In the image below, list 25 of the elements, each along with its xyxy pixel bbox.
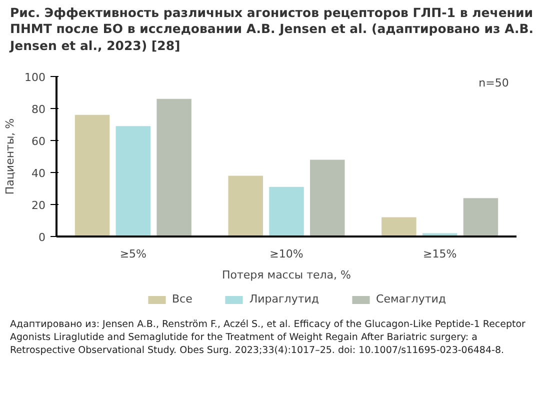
legend-label: Семаглутид <box>376 292 446 306</box>
y-tick-label: 60 <box>32 135 46 148</box>
y-tick-label: 100 <box>24 71 46 84</box>
y-tick-label: 80 <box>32 103 46 116</box>
bar <box>74 114 110 236</box>
x-tick-label: ≥15% <box>423 248 457 260</box>
legend-label: Лираглутид <box>249 292 320 306</box>
bar <box>269 186 304 236</box>
y-tick-label: 0 <box>38 231 46 244</box>
text: Адаптировано из: Jensen A.B., Renström F., Aczél S., et al. Efficacy of the Glucagon-Like Peptide-1 Receptor Agonists Liraglutide and Semaglutide for the Treatment of Weight Regain After Bariatric surgery: a Retrospective Observational Study. Obes Surg. 2023;33(4):1017–25. doi: 10.1007/s11695-023-06484-8. <box>10 319 526 358</box>
y-tick-label: 20 <box>32 199 46 212</box>
bar <box>156 98 192 236</box>
legend-label: Все <box>172 292 192 306</box>
x-tick-label: ≥5% <box>120 248 147 260</box>
bar <box>116 126 151 236</box>
bar <box>463 198 498 236</box>
y-axis-title: Пациенты, % <box>4 118 17 195</box>
x-tick-label: ≥10% <box>270 248 304 260</box>
x-axis-title: Потеря массы тела, % <box>222 268 351 282</box>
annotation: n=50 <box>478 76 509 90</box>
chart-title: Рис. Эффективность различных агонистов рецепторов ГЛП-1 в лечении ПНМТ после БО в исследовании A.B. Jensen et al. (адаптировано из A.B. Jensen et al., 2023) [28] <box>10 5 535 54</box>
bar <box>228 176 263 236</box>
y-tick-label: 40 <box>32 167 46 180</box>
bar <box>310 160 345 236</box>
bar <box>382 217 416 236</box>
